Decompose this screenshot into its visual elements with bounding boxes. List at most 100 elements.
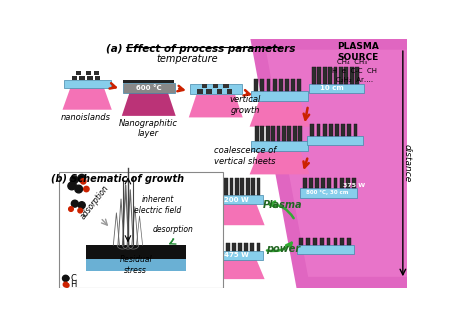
Bar xyxy=(350,67,354,84)
Bar xyxy=(321,178,325,188)
Bar xyxy=(59,172,223,288)
Bar xyxy=(312,67,316,84)
Bar xyxy=(334,67,337,84)
Bar xyxy=(95,76,100,80)
Text: distance: distance xyxy=(402,145,411,183)
Bar xyxy=(298,126,302,141)
Bar xyxy=(334,238,337,245)
Bar xyxy=(352,178,356,188)
Bar xyxy=(355,67,359,84)
Bar xyxy=(309,178,313,188)
Text: ●: ● xyxy=(63,275,69,281)
Text: coalescence of
vertical sheets: coalescence of vertical sheets xyxy=(214,146,276,166)
Text: 10 cm: 10 cm xyxy=(320,85,344,91)
Bar xyxy=(251,141,308,151)
Bar xyxy=(323,67,326,84)
Bar xyxy=(271,126,275,141)
Bar xyxy=(354,123,357,136)
Bar xyxy=(303,178,306,188)
Bar xyxy=(257,178,261,195)
Bar xyxy=(316,123,321,136)
Text: ●: ● xyxy=(63,282,69,287)
Bar xyxy=(197,89,202,94)
Bar xyxy=(297,79,301,91)
Bar xyxy=(335,123,339,136)
Bar xyxy=(219,178,222,195)
Text: (a) Effect of process parameters: (a) Effect of process parameters xyxy=(106,43,295,53)
Bar xyxy=(232,243,236,251)
Bar xyxy=(282,126,286,141)
Bar xyxy=(213,243,217,251)
Text: PLASMA
SOURCE: PLASMA SOURCE xyxy=(337,42,379,62)
Bar xyxy=(207,89,212,94)
Bar xyxy=(317,67,321,84)
Text: Residual
stress: Residual stress xyxy=(119,255,152,275)
Circle shape xyxy=(68,182,76,190)
Bar xyxy=(212,84,218,88)
Bar xyxy=(306,238,310,245)
Bar xyxy=(299,238,303,245)
Text: temperature: temperature xyxy=(157,53,218,64)
Bar xyxy=(347,238,351,245)
Bar xyxy=(328,67,332,84)
Text: (b) Schematic of growth: (b) Schematic of growth xyxy=(51,174,184,184)
Circle shape xyxy=(78,174,86,182)
Bar xyxy=(210,251,263,260)
Polygon shape xyxy=(63,88,112,110)
Bar xyxy=(287,126,291,141)
Bar xyxy=(327,178,331,188)
Bar xyxy=(291,79,295,91)
Bar xyxy=(224,178,228,195)
Bar xyxy=(273,79,276,91)
Bar xyxy=(246,178,250,195)
Circle shape xyxy=(75,185,83,193)
Polygon shape xyxy=(250,101,310,127)
Bar xyxy=(220,243,223,251)
Bar xyxy=(213,178,217,195)
Circle shape xyxy=(78,202,85,209)
Bar xyxy=(79,76,85,80)
Circle shape xyxy=(81,179,86,184)
Polygon shape xyxy=(208,260,265,279)
Bar xyxy=(301,188,357,198)
Bar xyxy=(323,123,326,136)
Bar xyxy=(251,243,254,251)
Bar xyxy=(202,84,207,88)
Bar xyxy=(346,178,350,188)
Polygon shape xyxy=(208,204,265,225)
Text: C: C xyxy=(70,274,76,283)
Bar xyxy=(276,126,281,141)
Circle shape xyxy=(69,207,73,211)
Polygon shape xyxy=(189,94,243,117)
Bar xyxy=(72,76,77,80)
Bar xyxy=(334,178,337,188)
Bar xyxy=(227,89,232,94)
Bar xyxy=(190,84,242,94)
Circle shape xyxy=(71,200,78,207)
Bar xyxy=(311,123,314,136)
Bar xyxy=(251,178,255,195)
Polygon shape xyxy=(251,39,408,288)
Text: 800 °C, 30 cm: 800 °C, 30 cm xyxy=(306,191,349,195)
Bar xyxy=(266,126,270,141)
Bar xyxy=(64,80,111,88)
Bar xyxy=(86,259,186,272)
Polygon shape xyxy=(250,151,310,174)
Text: 375 W: 375 W xyxy=(342,183,365,189)
Bar xyxy=(87,76,93,80)
Text: Nanographitic
layer: Nanographitic layer xyxy=(119,119,178,138)
Text: 475 W: 475 W xyxy=(224,252,249,258)
Bar xyxy=(226,243,230,251)
Bar xyxy=(307,136,363,145)
Bar xyxy=(235,178,239,195)
Bar xyxy=(255,126,259,141)
Bar xyxy=(326,238,331,245)
Text: H: H xyxy=(70,280,77,289)
Bar xyxy=(341,123,345,136)
Bar xyxy=(86,245,186,259)
Bar xyxy=(320,238,324,245)
Bar xyxy=(238,243,242,251)
Circle shape xyxy=(84,186,89,192)
Bar xyxy=(251,91,308,101)
Bar xyxy=(123,83,174,93)
